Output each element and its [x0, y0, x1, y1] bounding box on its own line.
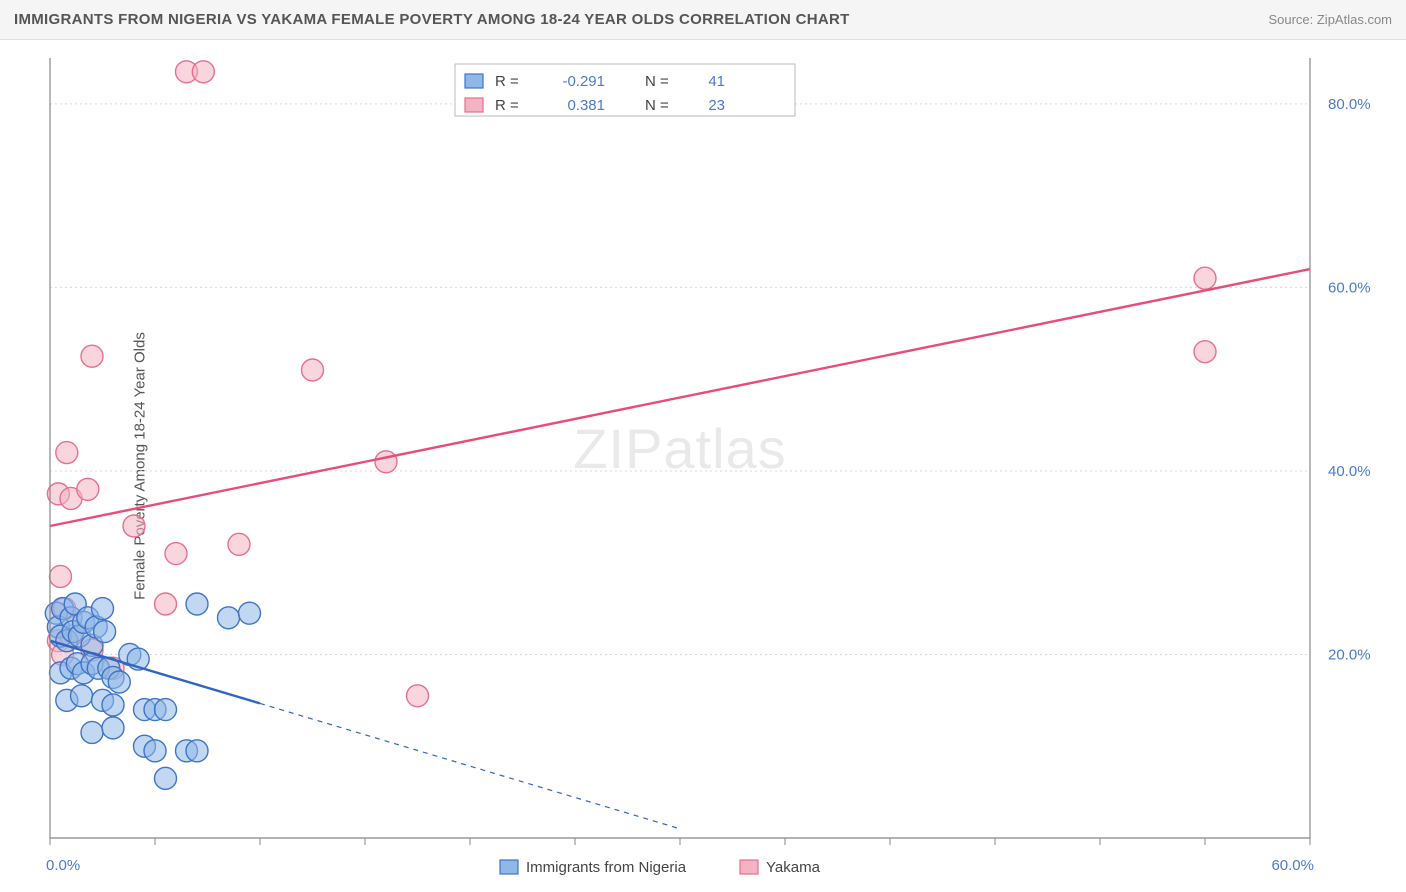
data-point — [77, 478, 99, 500]
legend-r-value: 0.381 — [567, 97, 605, 114]
data-point — [239, 602, 261, 624]
chart-source: Source: ZipAtlas.com — [1268, 12, 1392, 27]
x-tick-label: 60.0% — [1271, 857, 1314, 874]
data-point — [407, 685, 429, 707]
data-point — [186, 740, 208, 762]
scatter-plot-svg: 20.0% 40.0% 60.0% 80.0% ZIPatlas 0.0% 60.0% R =… — [0, 40, 1406, 892]
trend-line — [50, 269, 1310, 526]
data-point — [165, 543, 187, 565]
legend-r-value: -0.291 — [562, 73, 605, 90]
y-tick-label: 80.0% — [1328, 96, 1371, 113]
chart-container: IMMIGRANTS FROM NIGERIA VS YAKAMA FEMALE… — [0, 0, 1406, 892]
legend-r-label: R = — [495, 73, 519, 90]
data-point — [108, 671, 130, 693]
data-point — [123, 515, 145, 537]
data-point — [81, 721, 103, 743]
legend-r-label: R = — [495, 97, 519, 114]
chart-title: IMMIGRANTS FROM NIGERIA VS YAKAMA FEMALE… — [14, 11, 850, 28]
legend-n-value: 23 — [708, 97, 725, 114]
legend-swatch — [740, 860, 758, 874]
data-point — [71, 685, 93, 707]
data-point — [186, 593, 208, 615]
legend-swatch — [500, 860, 518, 874]
data-point — [192, 61, 214, 83]
y-tick-label: 60.0% — [1328, 279, 1371, 296]
legend-n-label: N = — [645, 97, 669, 114]
title-bar: IMMIGRANTS FROM NIGERIA VS YAKAMA FEMALE… — [0, 0, 1406, 40]
data-point — [155, 593, 177, 615]
data-point — [228, 533, 250, 555]
chart-area: Female Poverty Among 18-24 Year Olds 20.… — [0, 40, 1406, 892]
data-point — [155, 767, 177, 789]
data-point — [375, 451, 397, 473]
legend-n-value: 41 — [708, 73, 725, 90]
data-point — [56, 442, 78, 464]
trend-line-dashed — [260, 703, 680, 828]
data-point — [94, 621, 116, 643]
legend-series-label: Yakama — [766, 859, 821, 876]
y-tick-label: 40.0% — [1328, 463, 1371, 480]
legend-series-label: Immigrants from Nigeria — [526, 859, 687, 876]
legend-n-label: N = — [645, 73, 669, 90]
legend-swatch — [465, 74, 483, 88]
data-point — [102, 717, 124, 739]
x-tick-label: 0.0% — [46, 857, 80, 874]
data-point — [218, 607, 240, 629]
data-point — [50, 565, 72, 587]
data-point — [92, 598, 114, 620]
data-point — [302, 359, 324, 381]
data-point — [102, 694, 124, 716]
data-point — [81, 345, 103, 367]
data-point — [1194, 267, 1216, 289]
data-point — [144, 740, 166, 762]
y-tick-label: 20.0% — [1328, 646, 1371, 663]
data-point — [155, 699, 177, 721]
watermark-text: ZIPatlas — [573, 417, 786, 480]
data-point — [1194, 341, 1216, 363]
legend-swatch — [465, 98, 483, 112]
